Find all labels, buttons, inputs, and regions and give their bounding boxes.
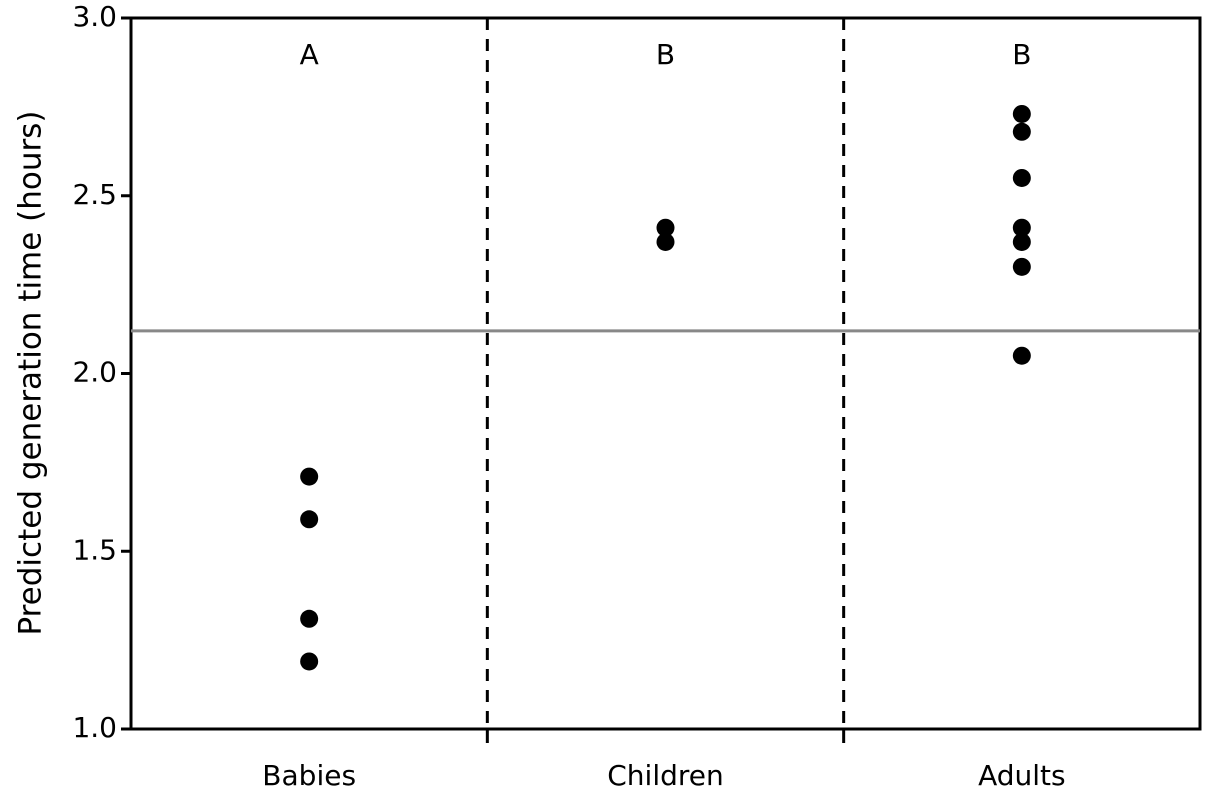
y-tick-label: 1.0 <box>72 711 117 744</box>
point <box>1012 346 1031 365</box>
y-axis-label: Predicted generation time (hours) <box>13 110 49 635</box>
y-tick-label: 2.0 <box>72 356 117 389</box>
point <box>656 232 675 251</box>
point <box>300 467 319 486</box>
y-tick-label: 2.5 <box>72 178 117 211</box>
x-tick-label: Adults <box>978 759 1066 792</box>
point <box>656 218 675 237</box>
plot-frame <box>129 16 1202 731</box>
group-letter: B <box>656 38 675 71</box>
point <box>1012 232 1031 251</box>
point <box>1012 104 1031 123</box>
x-tick-label: Children <box>607 759 724 792</box>
point <box>1012 257 1031 276</box>
point <box>1012 122 1031 141</box>
group-letter: A <box>300 38 319 71</box>
point <box>300 652 319 671</box>
point <box>300 510 319 529</box>
y-tick-label: 3.0 <box>72 0 117 33</box>
point <box>1012 168 1031 187</box>
y-tick-label: 1.5 <box>72 533 117 566</box>
x-tick-label: Babies <box>262 759 356 792</box>
point <box>300 609 319 628</box>
point <box>1012 218 1031 237</box>
group-letter: B <box>1012 38 1031 71</box>
